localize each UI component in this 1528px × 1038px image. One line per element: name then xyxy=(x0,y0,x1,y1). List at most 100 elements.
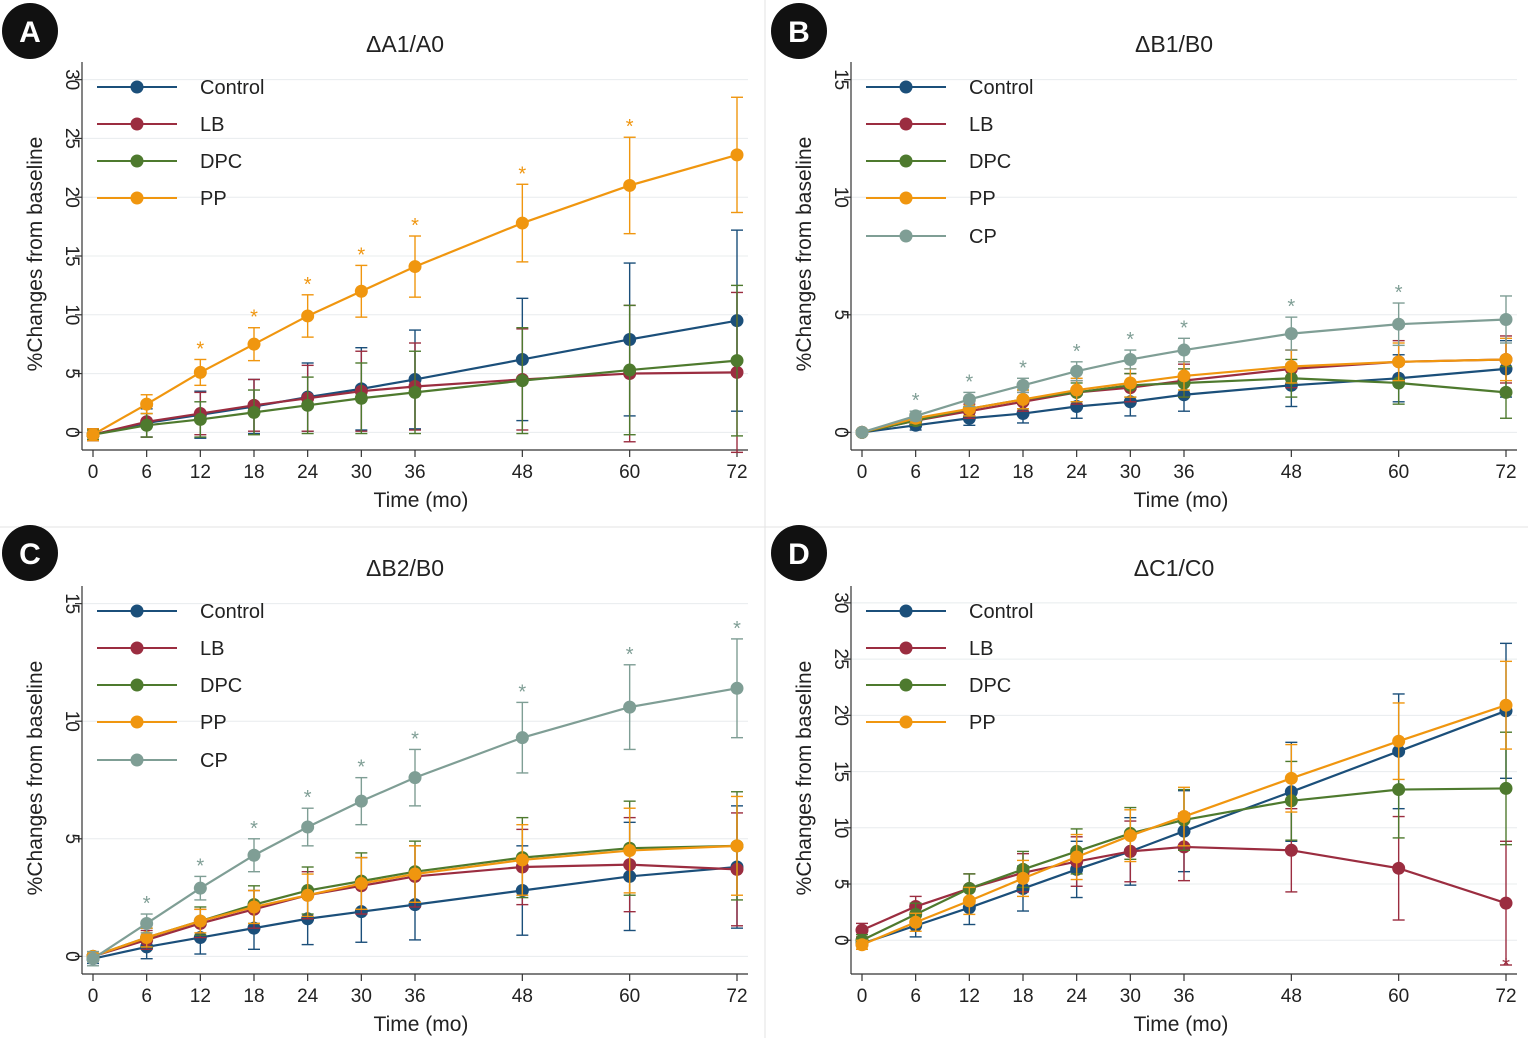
y-tick-label: 10 xyxy=(61,304,82,325)
series-dpc xyxy=(86,284,744,442)
legend-label-dpc: DPC xyxy=(969,151,1011,173)
data-point-pp xyxy=(730,839,744,853)
data-point-cp xyxy=(140,916,154,930)
x-tick-label: 6 xyxy=(910,986,921,1007)
data-point-dpc xyxy=(1499,781,1513,795)
data-point-dpc xyxy=(247,405,261,419)
y-tick-label: 15 xyxy=(61,245,82,266)
y-tick-label: 10 xyxy=(830,187,851,208)
significance-star: * xyxy=(1073,341,1081,363)
legend-label-dpc: DPC xyxy=(969,675,1011,697)
x-tick-label: 12 xyxy=(190,462,211,483)
data-point-lb xyxy=(1392,861,1406,875)
panel-a: A ΔA1/A0 Time (mo) %Changes from baselin… xyxy=(2,3,748,512)
x-tick-label: 60 xyxy=(619,986,640,1007)
data-point-pp xyxy=(515,216,529,230)
series-line-lb xyxy=(92,371,738,436)
x-tick-label: 48 xyxy=(512,462,533,483)
data-point-pp xyxy=(1070,383,1084,397)
data-point-lb xyxy=(1284,843,1298,857)
data-point-pp xyxy=(962,894,976,908)
significance-star: * xyxy=(196,338,204,360)
significance-star: * xyxy=(411,728,419,750)
data-point-lb xyxy=(855,923,869,937)
data-point-cp xyxy=(1284,327,1298,341)
panel-b-plot: 0 5 10 15 0 6 12 18 24 30 36 48 60 72 * * * * * * * * xyxy=(830,62,1517,483)
data-point-pp xyxy=(1016,871,1030,885)
data-point-pp xyxy=(515,853,529,867)
panel-d-legend: Control LB DPC PP xyxy=(866,601,1033,734)
data-point-pp xyxy=(623,844,637,858)
data-point-cp xyxy=(1177,343,1191,357)
significance-star: * xyxy=(304,274,312,296)
x-tick-label: 12 xyxy=(190,986,211,1007)
panel-b-legend: Control LB DPC PP CP xyxy=(866,77,1033,248)
legend-item-pp: PP xyxy=(866,712,996,734)
data-point-cp xyxy=(408,771,422,785)
x-tick-label: 0 xyxy=(857,986,868,1007)
legend-label-control: Control xyxy=(200,601,264,623)
x-tick-label: 0 xyxy=(88,986,99,1007)
x-tick-label: 24 xyxy=(297,986,319,1007)
legend-label-control: Control xyxy=(969,77,1033,99)
data-point-pp xyxy=(623,178,637,192)
y-tick-label: 5 xyxy=(830,309,851,320)
data-point-cp xyxy=(1070,364,1084,378)
legend-label-pp: PP xyxy=(200,712,227,734)
data-point-control xyxy=(1016,407,1030,421)
y-tick-label: 15 xyxy=(61,593,82,614)
y-tick-label: 10 xyxy=(61,711,82,732)
data-point-pp xyxy=(909,915,923,929)
panel-d-title: ΔC1/C0 xyxy=(1134,555,1215,581)
legend-label-dpc: DPC xyxy=(200,151,242,173)
data-point-dpc xyxy=(515,374,529,388)
y-tick-label: 20 xyxy=(61,187,82,208)
data-point-pp xyxy=(1123,829,1137,843)
series-line-pp xyxy=(92,844,738,958)
data-point-pp xyxy=(962,402,976,416)
data-point-cp xyxy=(909,409,923,423)
y-tick-label: 5 xyxy=(61,368,82,379)
significance-star: * xyxy=(912,390,920,412)
legend-item-dpc: DPC xyxy=(97,151,242,173)
data-point-pp xyxy=(354,284,368,298)
x-tick-label: 48 xyxy=(1281,462,1302,483)
data-point-dpc xyxy=(301,398,315,412)
data-point-pp xyxy=(855,938,869,952)
series-line-pp xyxy=(92,153,738,436)
legend-item-cp: CP xyxy=(866,226,997,248)
x-tick-label: 24 xyxy=(1066,462,1088,483)
data-point-cp xyxy=(1123,352,1137,366)
x-tick-label: 60 xyxy=(1388,986,1409,1007)
panel-d-badge xyxy=(771,525,827,581)
x-tick-label: 36 xyxy=(1173,986,1194,1007)
legend-item-control: Control xyxy=(97,77,264,99)
legend-item-dpc: DPC xyxy=(866,151,1011,173)
x-tick-label: 24 xyxy=(1066,986,1088,1007)
y-tick-label: 0 xyxy=(830,427,851,438)
series-line-lb xyxy=(92,863,738,958)
panel-c-title: ΔB2/B0 xyxy=(366,555,444,581)
data-point-pp xyxy=(140,931,154,945)
significance-star: * xyxy=(250,307,258,329)
x-tick-label: 72 xyxy=(726,462,747,483)
panel-b-title: ΔB1/B0 xyxy=(1135,31,1213,57)
data-point-dpc xyxy=(193,412,207,426)
legend-item-control: Control xyxy=(97,601,264,623)
significance-star: * xyxy=(733,618,741,640)
data-point-cp xyxy=(193,881,207,895)
x-tick-label: 30 xyxy=(351,986,372,1007)
panel-b-x-label: Time (mo) xyxy=(1134,489,1229,512)
series-line-dpc xyxy=(861,787,1507,942)
data-point-pp xyxy=(140,397,154,411)
legend-item-lb: LB xyxy=(97,114,224,136)
data-point-pp xyxy=(1123,376,1137,390)
data-point-cp xyxy=(86,952,100,966)
data-point-pp xyxy=(1392,355,1406,369)
legend-label-control: Control xyxy=(969,601,1033,623)
panel-a-title: ΔA1/A0 xyxy=(366,31,444,57)
x-tick-label: 12 xyxy=(959,986,980,1007)
panel-c: C ΔB2/B0 Time (mo) %Changes from baselin… xyxy=(2,525,748,1036)
x-tick-label: 72 xyxy=(1495,986,1516,1007)
x-tick-label: 36 xyxy=(404,462,425,483)
